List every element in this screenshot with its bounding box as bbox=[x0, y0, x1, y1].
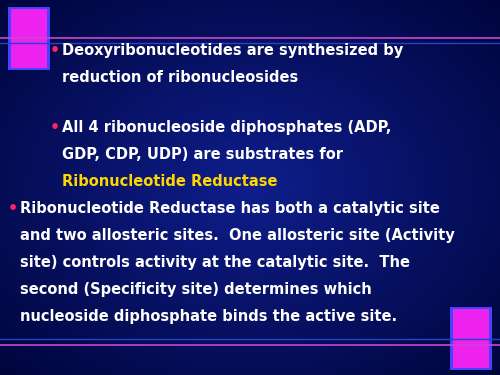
Text: site) controls activity at the catalytic site.  The: site) controls activity at the catalytic… bbox=[20, 255, 410, 270]
Text: All 4 ribonucleoside diphosphates (ADP,: All 4 ribonucleoside diphosphates (ADP, bbox=[62, 120, 392, 135]
Text: Ribonucleotide Reductase: Ribonucleotide Reductase bbox=[62, 174, 278, 189]
Text: reduction of ribonucleosides: reduction of ribonucleosides bbox=[62, 70, 299, 85]
Text: •: • bbox=[50, 43, 60, 58]
Bar bbox=[8, 7, 50, 70]
Text: second (Specificity site) determines which: second (Specificity site) determines whi… bbox=[20, 282, 372, 297]
Text: •: • bbox=[8, 201, 18, 216]
Bar bbox=[11, 9, 47, 68]
Text: Ribonucleotide Reductase has both a catalytic site: Ribonucleotide Reductase has both a cata… bbox=[20, 201, 440, 216]
Text: •: • bbox=[50, 120, 60, 135]
Text: and two allosteric sites.  One allosteric site (Activity: and two allosteric sites. One allosteric… bbox=[20, 228, 455, 243]
Bar bbox=[453, 309, 489, 368]
Bar bbox=[450, 307, 492, 370]
Text: Deoxyribonucleotides are synthesized by: Deoxyribonucleotides are synthesized by bbox=[62, 43, 404, 58]
Text: nucleoside diphosphate binds the active site.: nucleoside diphosphate binds the active … bbox=[20, 309, 397, 324]
Text: GDP, CDP, UDP) are substrates for: GDP, CDP, UDP) are substrates for bbox=[62, 147, 344, 162]
